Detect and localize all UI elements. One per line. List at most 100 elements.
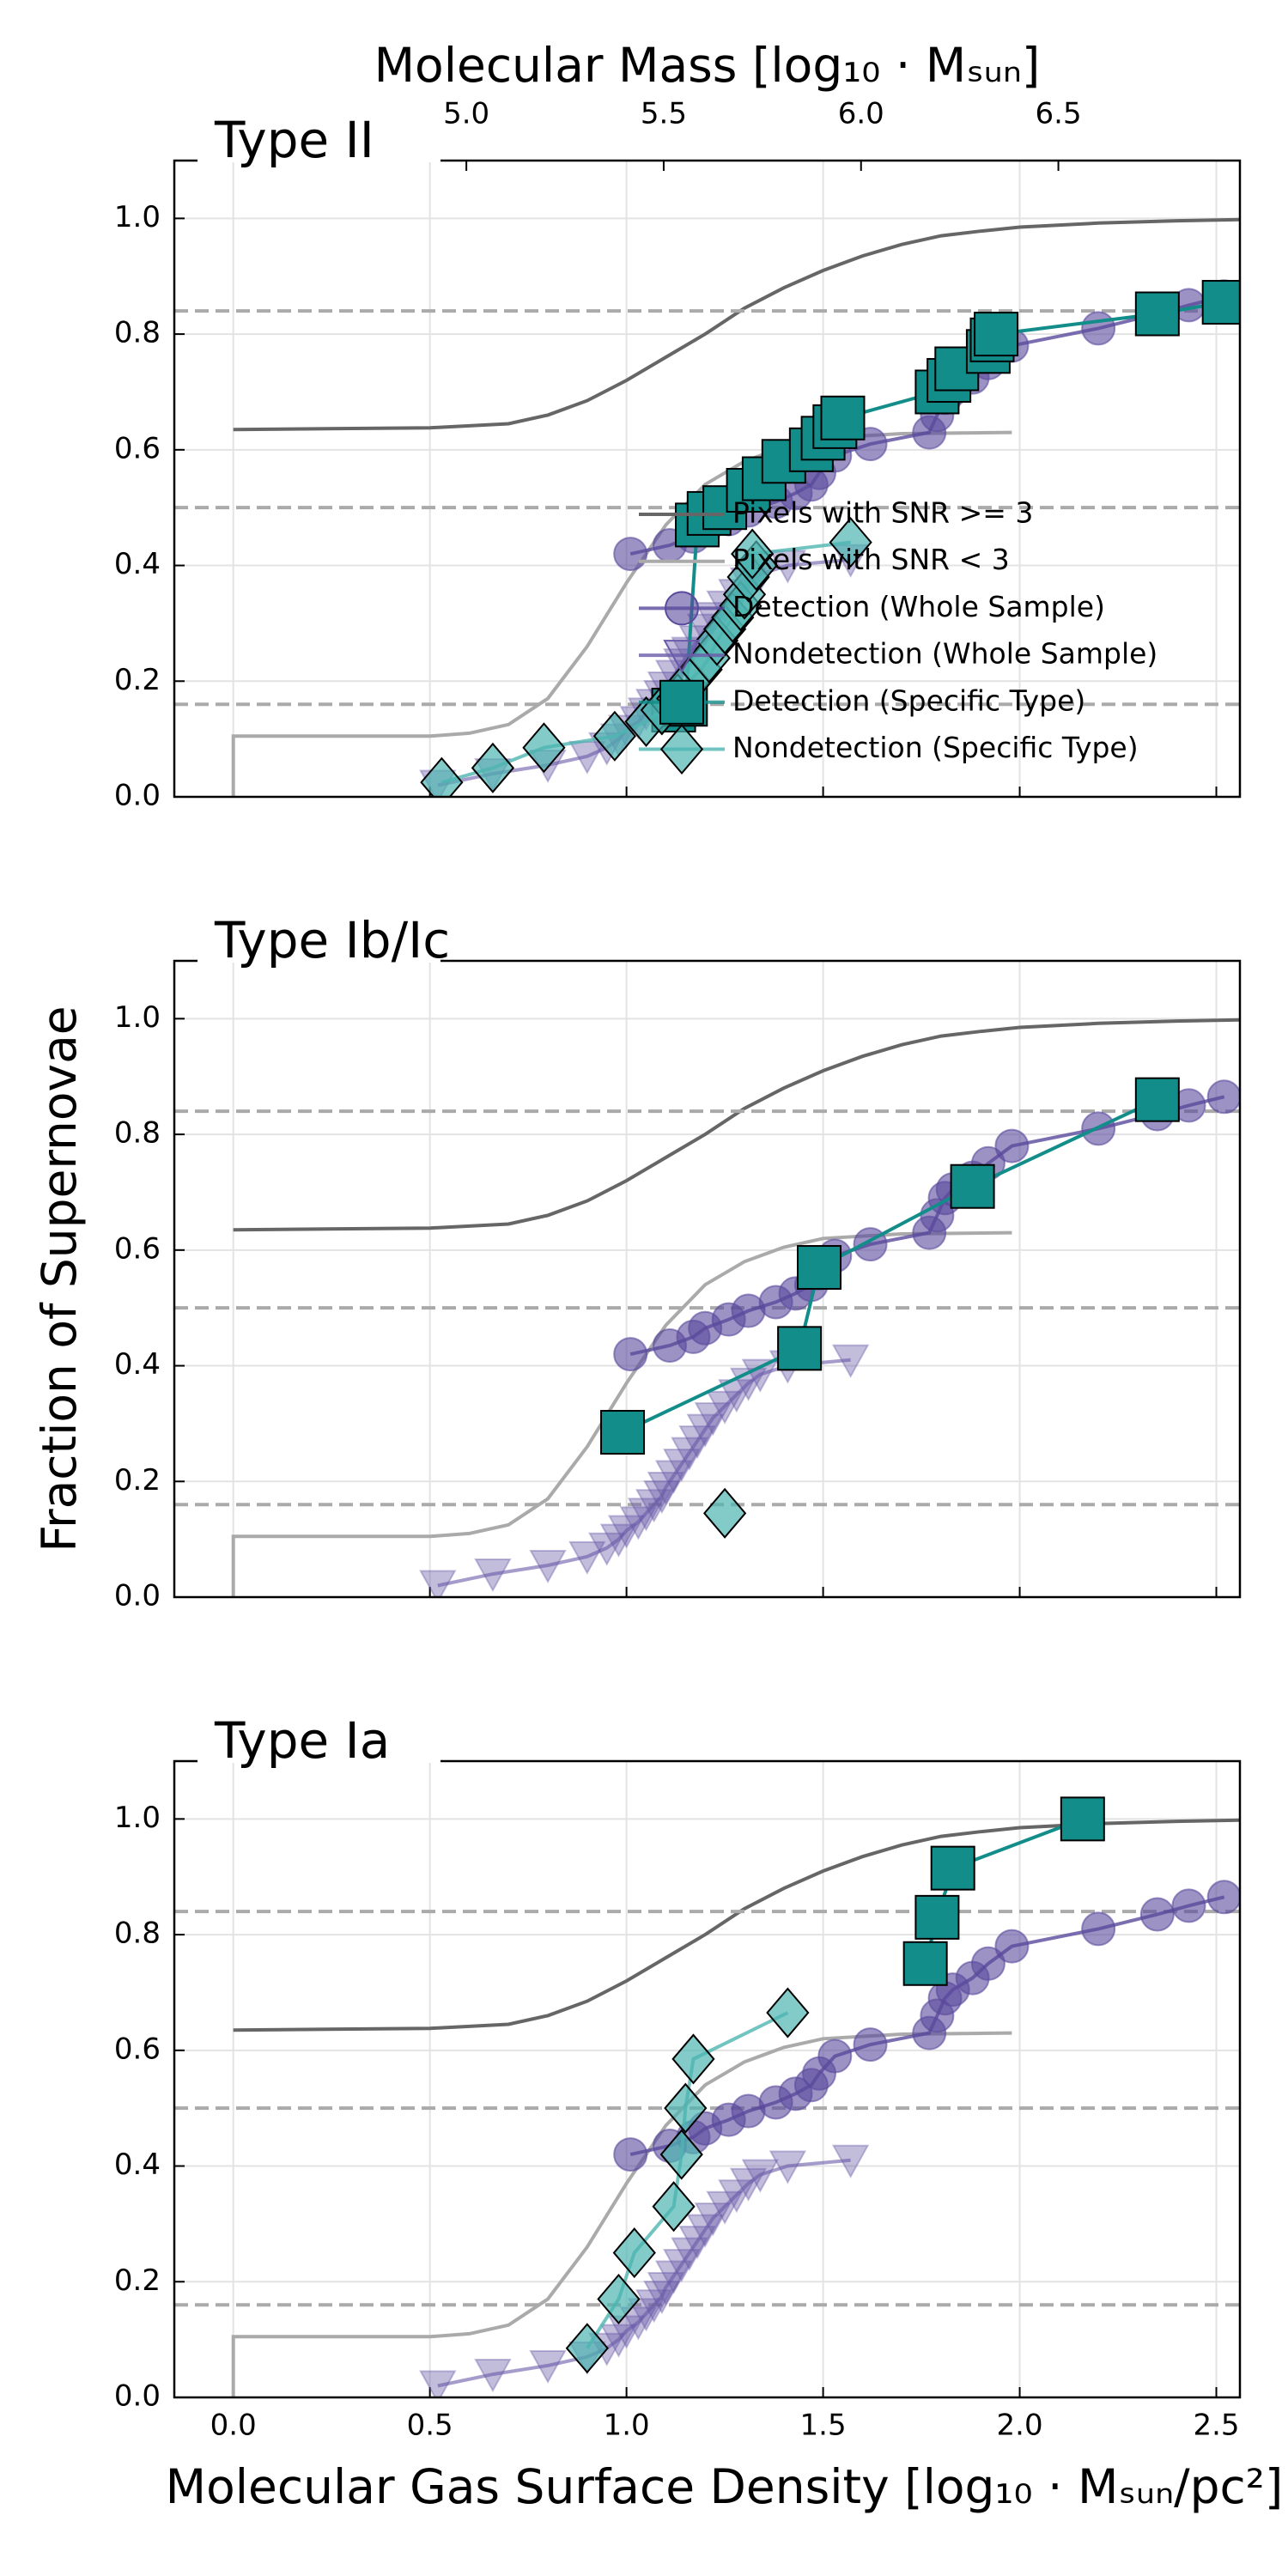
triangle-marker <box>694 1402 732 1437</box>
diamond-marker <box>731 528 775 580</box>
triangle-marker <box>529 1549 567 1584</box>
diamond-marker <box>659 2129 703 2180</box>
triangle-marker <box>588 1532 626 1566</box>
triangle-marker <box>419 2370 457 2397</box>
triangle-marker <box>643 2281 681 2315</box>
circle-marker <box>994 1929 1030 1964</box>
triangle-marker <box>663 640 701 674</box>
y-tick-label: 0.8 <box>114 1917 161 1951</box>
diamond-marker <box>612 2227 656 2279</box>
y-tick-label: 0.6 <box>114 431 161 465</box>
diamond-marker <box>671 2033 715 2085</box>
y-tick-label: 0.2 <box>114 1463 161 1498</box>
x-axis-label: Molecular Gas Surface Density [log₁₀ · M… <box>166 2459 1284 2514</box>
y-tick-label: 0.8 <box>114 316 161 350</box>
diamond-marker <box>829 517 872 568</box>
triangle-marker <box>678 2226 716 2260</box>
square-marker <box>950 1163 995 1209</box>
triangle-marker <box>627 2298 665 2332</box>
circle-marker <box>1081 311 1116 346</box>
triangle-marker <box>599 1523 638 1558</box>
circle-marker <box>970 1946 1005 1981</box>
x2-tick-label: 6.0 <box>838 97 884 131</box>
circle-marker <box>853 2027 888 2063</box>
circle-marker <box>1206 1880 1240 1915</box>
square-marker <box>820 395 866 440</box>
axes-frame <box>173 1759 1242 2399</box>
circle-marker <box>817 2038 853 2074</box>
circle-marker <box>613 1337 648 1372</box>
triangle-marker <box>474 1558 512 1593</box>
triangle-marker <box>706 2190 744 2225</box>
diamond-marker <box>766 1987 810 2038</box>
y-tick-label: 0.0 <box>114 2379 161 2414</box>
triangle-marker <box>671 2237 708 2271</box>
x2-tick-label: 6.5 <box>1036 97 1082 131</box>
triangle-marker <box>741 2159 780 2193</box>
y-tick-label: 1.0 <box>114 1000 161 1035</box>
triangle-marker <box>607 1515 646 1549</box>
x2-tick-label: 5.5 <box>641 97 687 131</box>
triangle-marker <box>678 1425 716 1460</box>
circle-marker <box>994 1128 1030 1163</box>
square-marker <box>1201 280 1240 325</box>
panel-title: Type Ia <box>214 1711 390 1770</box>
diamond-marker <box>597 2273 641 2325</box>
panel: 0.0 0.2 0.4 0.6 0.8 1.0 0.0 0.5 1.0 1.5 2.0 2.5 Type… <box>114 1711 1283 2514</box>
square-marker <box>930 1845 975 1891</box>
y-tick-label: 0.6 <box>114 2032 161 2066</box>
square-marker <box>1060 1796 1105 1842</box>
x-tick-label: 0.5 <box>407 2409 453 2443</box>
triangle-marker <box>686 2214 724 2248</box>
square-marker <box>1134 1077 1180 1122</box>
circle-marker <box>1081 1911 1116 1947</box>
triangle-marker <box>671 1437 708 1471</box>
x-tick-label: 0.0 <box>210 2409 257 2443</box>
square-marker <box>902 1941 948 1986</box>
diamond-marker <box>702 1487 747 1539</box>
axes-frame <box>173 959 1242 1599</box>
triangle-marker <box>654 1460 693 1494</box>
legend: Pixels with SNR >= 3 Pixels with SNR < 3 D… <box>639 496 1157 775</box>
triangle-marker <box>769 2150 807 2184</box>
triangle-marker <box>568 1540 606 1575</box>
x-tick-label: 2.0 <box>997 2409 1043 2443</box>
x-tick-label: 1.5 <box>800 2409 847 2443</box>
axes-frame <box>173 159 1242 799</box>
diamond-marker <box>592 710 636 762</box>
y-tick-label: 0.8 <box>114 1116 161 1151</box>
triangle-marker <box>635 2289 673 2324</box>
diamond-marker <box>652 2181 696 2233</box>
triangle-marker <box>643 1480 681 1515</box>
square-marker <box>974 312 1019 357</box>
y-tick-label: 1.0 <box>114 1801 161 1835</box>
triangle-marker <box>474 2359 512 2393</box>
triangle-marker <box>694 2202 732 2237</box>
y-tick-label: 0.2 <box>114 663 161 697</box>
circle-marker <box>665 591 699 626</box>
triangle-marker <box>831 2144 870 2178</box>
panel: 0.0 0.2 0.4 0.6 0.8 1.0 Type II 5.0 5.5 6.0 6.5 Mol… <box>114 38 1242 813</box>
square-marker <box>659 679 704 725</box>
y-tick-label: 0.4 <box>114 2148 161 2182</box>
triangle-marker <box>663 2249 701 2283</box>
triangle-marker <box>706 1390 744 1425</box>
triangle-marker <box>718 2179 756 2214</box>
triangle-marker <box>419 1570 457 1597</box>
legend-label: Nondetection (Whole Sample) <box>732 637 1157 671</box>
panel: 0.0 0.2 0.4 0.6 0.8 1.0 Type Ib/Ic Fraction of … <box>32 911 1242 1613</box>
x2-tick-label: 5.0 <box>443 97 489 131</box>
x-tick-label: 2.5 <box>1193 2409 1239 2443</box>
triangle-marker <box>647 1472 685 1506</box>
panel-title: Type Ib/Ic <box>214 911 450 969</box>
square-marker <box>1134 291 1180 337</box>
triangle-marker <box>686 1413 724 1448</box>
triangle-marker <box>529 2349 567 2385</box>
diamond-marker <box>420 756 464 797</box>
circle-marker <box>1139 1897 1175 1932</box>
curve <box>233 1818 1240 2032</box>
legend-label: Detection (Whole Sample) <box>732 590 1105 623</box>
diamond-marker <box>565 2323 609 2374</box>
triangle-marker <box>607 2315 646 2349</box>
